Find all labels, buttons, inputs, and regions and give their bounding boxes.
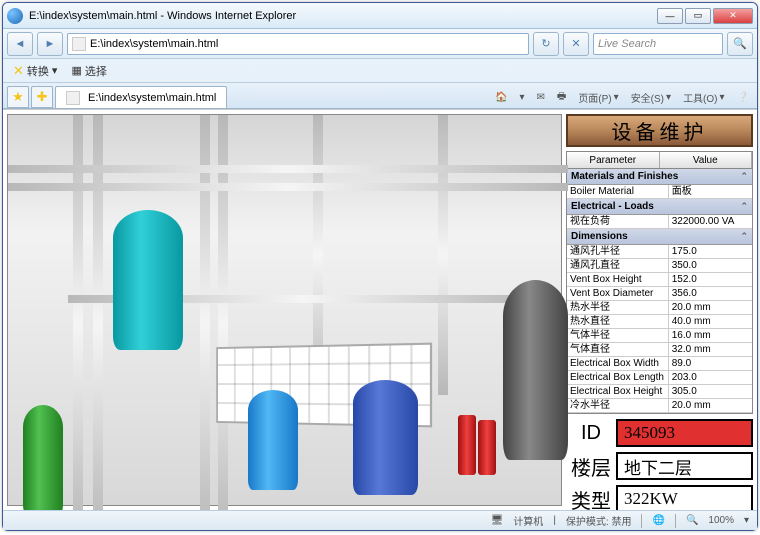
minimize-button[interactable]: — <box>657 8 683 24</box>
param-row: Vent Box Diameter356.0 <box>567 287 752 301</box>
info-box: ID345093楼层地下二层类型322KW厂家Varem <box>566 418 753 510</box>
param-row: 热水半径20.0 mm <box>567 301 752 315</box>
param-row: Electrical Box Height305.0 <box>567 385 752 399</box>
section-header[interactable]: Electrical - Loads⌃ <box>567 199 752 215</box>
info-row: ID345093 <box>566 418 753 448</box>
param-row: Boiler Material面板 <box>567 185 752 199</box>
window-title: E:\index\system\main.html - Windows Inte… <box>29 10 657 22</box>
convert-icon: ✕ <box>13 63 24 79</box>
add-favorites-button[interactable]: ✚ <box>31 86 53 108</box>
forward-button[interactable]: ► <box>37 32 63 56</box>
tank <box>113 210 183 350</box>
pipe-vertical <box>438 115 448 395</box>
content-area: 设备维护 Parameter Value Materials and Finis… <box>3 109 757 510</box>
page-icon <box>72 37 86 51</box>
param-row: 热水直径40.0 mm <box>567 315 752 329</box>
param-row: Vent Box Height152.0 <box>567 273 752 287</box>
help-button[interactable]: ❔ <box>733 90 753 105</box>
refresh-button[interactable]: ↻ <box>533 32 559 56</box>
print-button[interactable]: 🖶 <box>553 87 570 108</box>
pipe-vertical <box>93 115 103 510</box>
pipe-horizontal <box>8 183 568 191</box>
info-row: 楼层地下二层 <box>566 451 753 481</box>
search-input[interactable]: Live Search <box>593 33 723 55</box>
address-text: E:\index\system\main.html <box>90 38 218 50</box>
convert-button[interactable]: ✕转换▾ <box>9 61 61 81</box>
pipe-vertical <box>200 115 210 510</box>
pump <box>478 420 496 475</box>
tab-label: E:\index\system\main.html <box>88 92 216 104</box>
stop-button[interactable]: ✕ <box>563 32 589 56</box>
pipe-horizontal <box>8 165 568 173</box>
info-row: 类型322KW <box>566 484 753 510</box>
param-row: 气体半径16.0 mm <box>567 329 752 343</box>
maintenance-button[interactable]: 设备维护 <box>566 114 753 147</box>
tab-tools: 🏠 ▾ ✉ 🖶 页面(P) ▾ 安全(S) ▾ 工具(O) ▾ ❔ <box>491 87 753 108</box>
section-header[interactable]: Materials and Finishes⌃ <box>567 169 752 185</box>
back-button[interactable]: ◄ <box>7 32 33 56</box>
sidebar: 设备维护 Parameter Value Materials and Finis… <box>566 114 753 506</box>
close-button[interactable]: ✕ <box>713 8 753 24</box>
favorites-button[interactable]: ★ <box>7 86 29 108</box>
address-bar[interactable]: E:\index\system\main.html <box>67 33 529 55</box>
tab-main[interactable]: E:\index\system\main.html <box>55 86 227 108</box>
maximize-button[interactable]: ▭ <box>685 8 711 24</box>
select-button[interactable]: ▦选择 <box>67 61 110 81</box>
param-row: 视在负荷322000.00 VA <box>567 215 752 229</box>
param-header-param: Parameter <box>567 152 660 168</box>
tank <box>248 390 298 490</box>
section-header[interactable]: Dimensions⌃ <box>567 229 752 245</box>
tab-icon <box>66 91 80 105</box>
tabs-row: ★ ✚ E:\index\system\main.html 🏠 ▾ ✉ 🖶 页面… <box>3 83 757 109</box>
safety-menu[interactable]: 安全(S) ▾ <box>627 88 675 107</box>
feeds-button[interactable]: ▾ <box>515 90 528 105</box>
ie-icon <box>7 8 23 24</box>
mail-button[interactable]: ✉ <box>532 90 548 105</box>
3d-viewport[interactable] <box>7 114 562 506</box>
status-zoom[interactable]: 100% <box>708 515 734 526</box>
search-button[interactable]: 🔍 <box>727 32 753 56</box>
home-button[interactable]: 🏠 <box>491 90 511 105</box>
titlebar: E:\index\system\main.html - Windows Inte… <box>3 3 757 29</box>
page-menu[interactable]: 页面(P) ▾ <box>574 88 622 107</box>
window-controls: — ▭ ✕ <box>657 8 753 24</box>
param-row: 通风孔半径175.0 <box>567 245 752 259</box>
tank <box>23 405 63 510</box>
status-computer-icon: 🖥 <box>491 515 504 526</box>
param-header: Parameter Value <box>566 151 753 169</box>
nav-bar: ◄ ► E:\index\system\main.html ↻ ✕ Live S… <box>3 29 757 59</box>
browser-window: E:\index\system\main.html - Windows Inte… <box>2 2 758 531</box>
status-zone-icon: 🌐 <box>652 515 664 526</box>
toolbar-secondary: ✕转换▾ ▦选择 <box>3 59 757 83</box>
search-placeholder: Live Search <box>598 38 656 50</box>
tank <box>353 380 418 495</box>
param-row: 气体直径32.0 mm <box>567 343 752 357</box>
status-protected: 保护模式: 禁用 <box>566 513 632 528</box>
param-header-value: Value <box>660 152 753 168</box>
pump <box>458 415 476 475</box>
select-icon: ▦ <box>71 64 81 77</box>
status-bar: 🖥 计算机 | 保护模式: 禁用 🌐 🔍 100% ▾ <box>3 510 757 530</box>
zoom-icon: 🔍 <box>686 515 698 526</box>
param-row: 冷水半径20.0 mm <box>567 399 752 413</box>
param-row: Electrical Box Width89.0 <box>567 357 752 371</box>
pipe-vertical <box>73 115 83 510</box>
tank <box>503 280 568 460</box>
pipe-vertical <box>218 115 228 510</box>
param-table: Materials and Finishes⌃Boiler Material面板… <box>566 169 753 414</box>
status-computer: 计算机 <box>513 513 543 528</box>
tools-menu[interactable]: 工具(O) ▾ <box>679 88 728 107</box>
param-row: Electrical Box Length203.0 <box>567 371 752 385</box>
param-row: 通风孔直径350.0 <box>567 259 752 273</box>
